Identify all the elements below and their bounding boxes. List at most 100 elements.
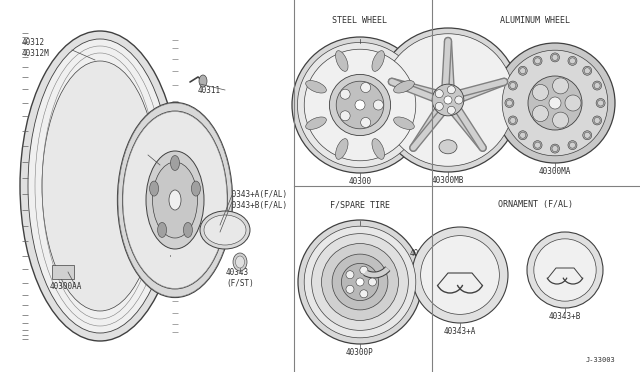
Ellipse shape: [518, 66, 527, 75]
Ellipse shape: [335, 51, 348, 71]
Ellipse shape: [394, 117, 414, 129]
Ellipse shape: [584, 132, 590, 138]
Ellipse shape: [200, 211, 250, 249]
Ellipse shape: [568, 141, 577, 150]
Text: 40343+A(F/AL)
40343+B(F/AL): 40343+A(F/AL) 40343+B(F/AL): [228, 190, 288, 210]
Circle shape: [412, 227, 508, 323]
Ellipse shape: [233, 253, 247, 271]
Circle shape: [532, 106, 548, 122]
Ellipse shape: [122, 111, 227, 289]
Circle shape: [373, 100, 383, 110]
Text: 40353: 40353: [410, 250, 433, 259]
Circle shape: [330, 74, 390, 136]
Ellipse shape: [184, 222, 193, 237]
Ellipse shape: [335, 139, 348, 159]
Circle shape: [435, 102, 444, 110]
Circle shape: [361, 83, 371, 93]
Ellipse shape: [306, 117, 326, 129]
Ellipse shape: [570, 58, 575, 64]
Circle shape: [534, 239, 596, 301]
Ellipse shape: [593, 81, 602, 90]
Text: 40300MB: 40300MB: [432, 176, 464, 185]
Ellipse shape: [28, 39, 172, 333]
Text: 40300AA: 40300AA: [50, 282, 83, 291]
Text: J-33003: J-33003: [585, 357, 615, 363]
Ellipse shape: [42, 61, 158, 311]
Ellipse shape: [570, 142, 575, 148]
Ellipse shape: [518, 131, 527, 140]
Ellipse shape: [596, 99, 605, 108]
Ellipse shape: [394, 80, 414, 93]
Circle shape: [447, 86, 455, 94]
Ellipse shape: [552, 54, 558, 60]
Text: 40224: 40224: [148, 258, 171, 267]
Ellipse shape: [166, 256, 175, 264]
Circle shape: [376, 28, 520, 172]
Ellipse shape: [508, 81, 517, 90]
Ellipse shape: [550, 53, 559, 62]
Circle shape: [336, 81, 384, 129]
Ellipse shape: [506, 100, 513, 106]
Ellipse shape: [372, 139, 385, 159]
Ellipse shape: [520, 132, 525, 138]
Ellipse shape: [118, 103, 232, 298]
Ellipse shape: [508, 116, 517, 125]
Ellipse shape: [593, 116, 602, 125]
Ellipse shape: [534, 58, 541, 64]
Text: 40300
40300P
40300MA
40300MB: 40300 40300P 40300MA 40300MB: [144, 144, 177, 186]
Circle shape: [341, 263, 379, 301]
Ellipse shape: [204, 215, 246, 245]
Circle shape: [495, 43, 615, 163]
Circle shape: [355, 100, 365, 110]
Text: 40300: 40300: [348, 177, 372, 186]
Circle shape: [346, 285, 354, 293]
Ellipse shape: [152, 162, 198, 238]
Ellipse shape: [150, 181, 159, 196]
Ellipse shape: [157, 222, 166, 237]
Circle shape: [340, 89, 350, 99]
Ellipse shape: [510, 118, 516, 124]
Bar: [52, 265, 74, 279]
Circle shape: [360, 290, 368, 298]
Circle shape: [361, 118, 371, 128]
Text: 40343+B: 40343+B: [549, 312, 581, 321]
Circle shape: [312, 234, 408, 330]
Ellipse shape: [306, 80, 326, 93]
Circle shape: [565, 95, 581, 111]
Circle shape: [298, 42, 422, 167]
Circle shape: [420, 235, 499, 314]
Text: 40300MA: 40300MA: [539, 167, 571, 176]
Text: F/SPARE TIRE: F/SPARE TIRE: [330, 200, 390, 209]
Circle shape: [381, 34, 515, 166]
Circle shape: [304, 226, 416, 338]
Circle shape: [549, 97, 561, 109]
Circle shape: [447, 106, 455, 114]
Ellipse shape: [552, 145, 558, 152]
Circle shape: [346, 271, 354, 279]
Circle shape: [527, 232, 603, 308]
Circle shape: [298, 220, 422, 344]
Ellipse shape: [236, 256, 244, 268]
Circle shape: [455, 96, 463, 104]
Ellipse shape: [146, 151, 204, 249]
Text: 40343+A: 40343+A: [444, 327, 476, 336]
Circle shape: [502, 50, 608, 156]
Circle shape: [552, 112, 568, 128]
Ellipse shape: [583, 66, 592, 75]
Circle shape: [432, 84, 464, 116]
Ellipse shape: [533, 57, 542, 65]
Text: 40312
40312M: 40312 40312M: [22, 38, 50, 58]
Circle shape: [321, 244, 399, 320]
Ellipse shape: [584, 68, 590, 74]
Circle shape: [292, 37, 428, 173]
Circle shape: [369, 278, 376, 286]
Circle shape: [304, 49, 416, 161]
Ellipse shape: [372, 51, 385, 71]
Ellipse shape: [20, 31, 180, 341]
Text: STEEL WHEEL: STEEL WHEEL: [333, 16, 387, 25]
Ellipse shape: [191, 181, 200, 196]
Text: 40300P: 40300P: [346, 348, 374, 357]
Circle shape: [532, 84, 548, 100]
Text: ORNAMENT (F/AL): ORNAMENT (F/AL): [497, 200, 573, 209]
Ellipse shape: [533, 141, 542, 150]
